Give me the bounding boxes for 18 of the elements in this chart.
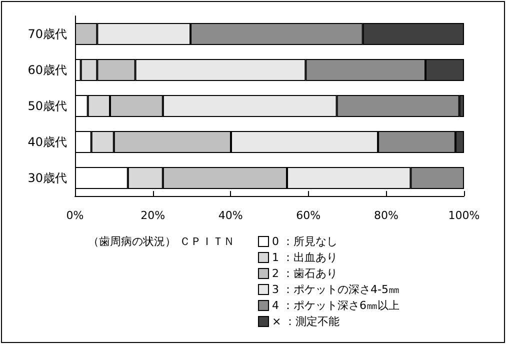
legend-label: 1 ：出血あり	[272, 251, 338, 264]
y-tick-label: 40歳代	[28, 135, 67, 149]
legend-label: 4 ：ポケット深さ6㎜以上	[272, 299, 400, 312]
legend-label: × ：測定不能	[272, 315, 340, 328]
x-tick-label: 60%	[296, 209, 321, 222]
legend-label: 3 ：ポケットの深さ4-5㎜	[272, 283, 400, 296]
x-tick-label: 40%	[218, 209, 243, 222]
y-tick-label: 30歳代	[28, 171, 67, 185]
y-tick-label: 50歳代	[28, 99, 67, 113]
legend-label: 2 ：歯石あり	[272, 267, 338, 280]
y-tick-label: 60歳代	[28, 63, 67, 77]
legend-label: 0 ：所見なし	[272, 235, 338, 248]
x-tick-label: 100%	[448, 209, 480, 222]
y-tick-label: 70歳代	[28, 27, 67, 41]
x-tick-label: 0%	[66, 209, 84, 222]
x-tick-label: 80%	[374, 209, 398, 222]
x-tick-label: 20%	[140, 209, 166, 222]
legend-title: （歯周病の状況） ＣＰＩＴＮ	[88, 234, 234, 250]
